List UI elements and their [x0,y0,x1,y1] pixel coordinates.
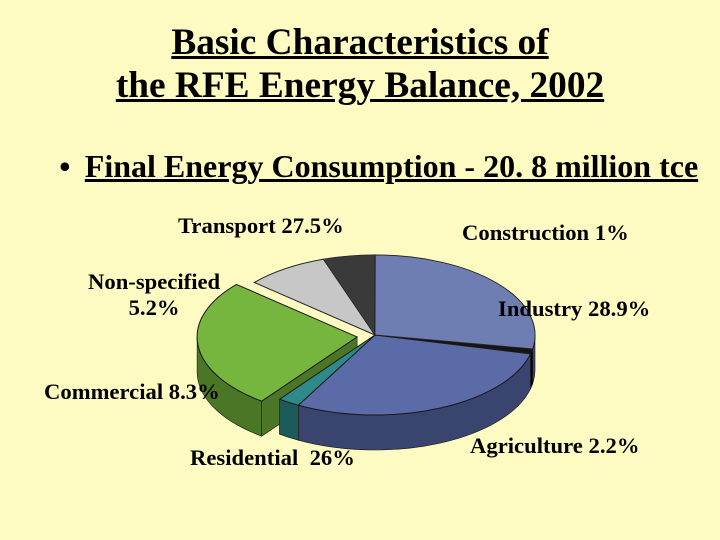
label-construction: Construction 1% [462,220,629,246]
label-transport: Transport 27.5% [178,213,344,239]
label-industry: Industry 28.9% [498,296,650,322]
label-nonspecified: Non-specified 5.2% [88,269,220,321]
label-commercial: Commercial 8.3% [44,379,220,405]
label-residential: Residential 26% [190,445,355,471]
label-agriculture: Agriculture 2.2% [470,433,639,459]
pie-tops [197,255,535,415]
